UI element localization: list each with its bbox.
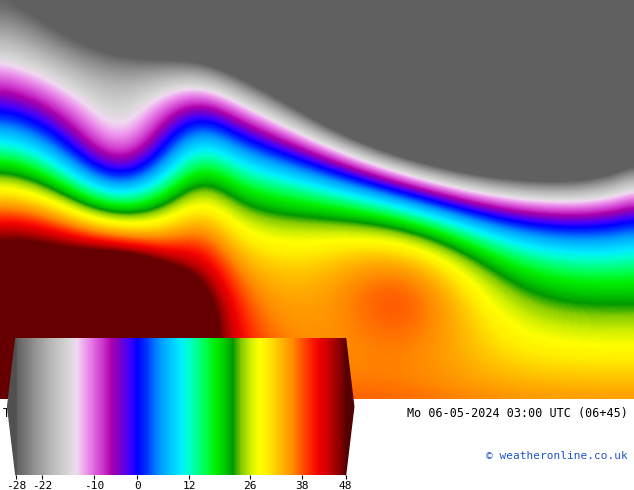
Text: Mo 06-05-2024 03:00 UTC (06+45): Mo 06-05-2024 03:00 UTC (06+45) — [407, 407, 628, 419]
Polygon shape — [346, 338, 354, 475]
Text: © weatheronline.co.uk: © weatheronline.co.uk — [486, 450, 628, 461]
Text: Temperature (2m) [°C] ECMWF: Temperature (2m) [°C] ECMWF — [3, 407, 195, 419]
Polygon shape — [8, 338, 16, 475]
